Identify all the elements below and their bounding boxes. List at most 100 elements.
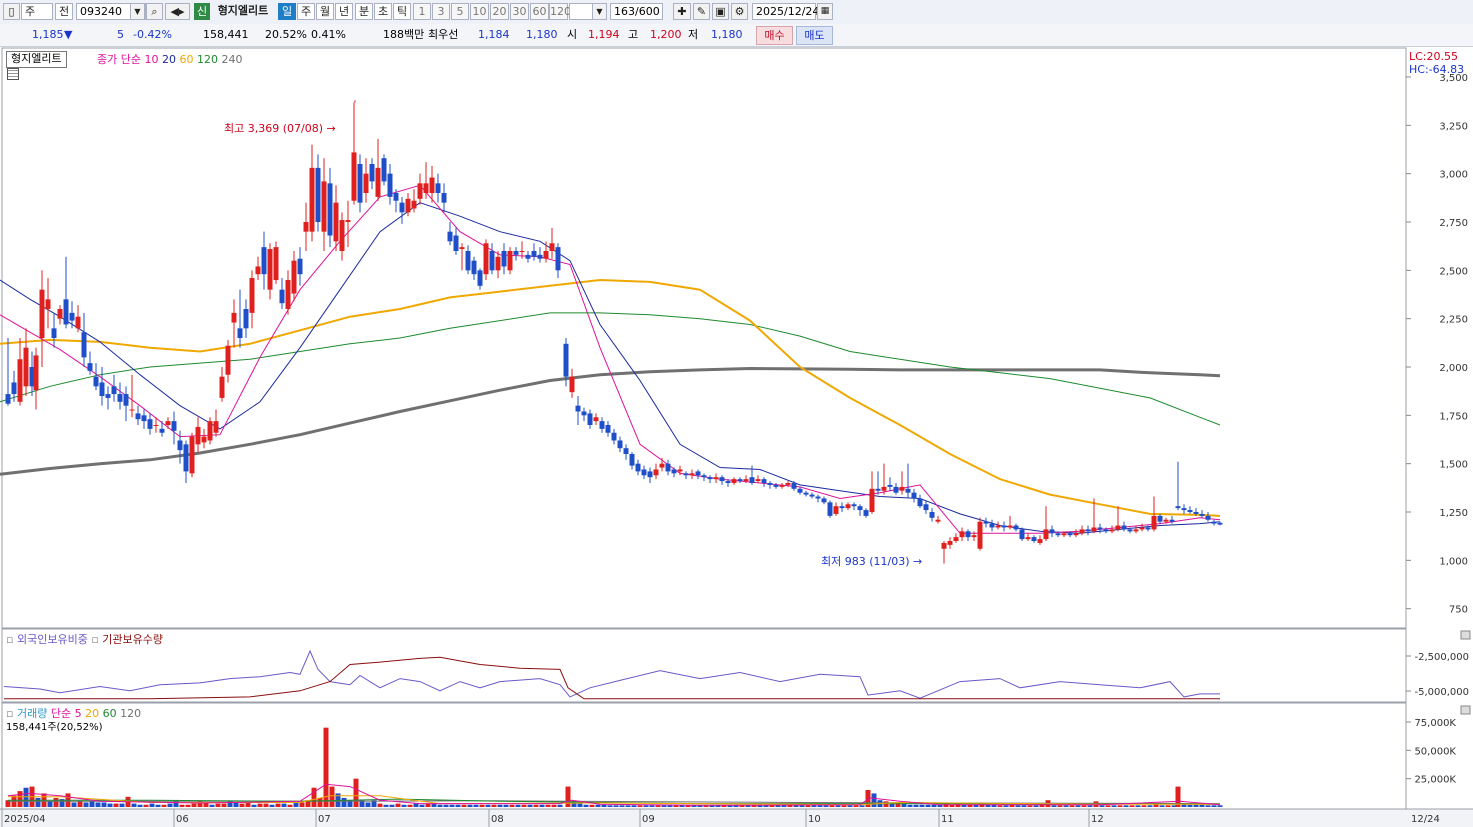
dropdown-icon[interactable]: ▼ xyxy=(130,3,145,20)
stock-name-badge[interactable]: 형지엘리트 xyxy=(6,51,67,68)
candle-up xyxy=(459,247,465,250)
candle-down xyxy=(159,428,165,433)
tab-month[interactable]: 월 xyxy=(316,3,334,20)
grid-toggle-icon[interactable] xyxy=(7,68,19,80)
volume-bar xyxy=(565,786,571,807)
volume-bar xyxy=(1175,786,1181,807)
candle-up xyxy=(495,256,501,271)
candlesticks xyxy=(5,100,1223,564)
interval-20[interactable]: 20 xyxy=(490,3,509,20)
volume-tick-label: 50,000K xyxy=(1414,746,1456,757)
volume-ma5-line xyxy=(7,783,1221,806)
volume-bar xyxy=(383,804,389,807)
candle-down xyxy=(851,504,857,507)
volume-bar xyxy=(817,805,823,807)
interval-1[interactable]: 1 xyxy=(413,3,431,20)
date-tick-label: 11 xyxy=(941,814,954,825)
candle-down xyxy=(471,260,477,275)
volume-panel-collapse-icon[interactable] xyxy=(1460,705,1471,715)
volume-bar xyxy=(607,805,613,807)
speaker-icon[interactable]: ◀▸ xyxy=(165,3,190,20)
code-input[interactable]: 093240 xyxy=(76,3,146,20)
volume-ma-20: 20 xyxy=(85,707,100,720)
volume-bar xyxy=(413,803,419,807)
volume-bar xyxy=(143,804,149,807)
volume-bar xyxy=(583,804,589,807)
add-indicator-icon[interactable]: ✚ xyxy=(673,3,691,20)
candle-up xyxy=(543,251,549,259)
save-icon[interactable]: ▣ xyxy=(712,3,729,20)
candle-down xyxy=(911,492,917,499)
volume-bar xyxy=(305,800,311,807)
candle-down xyxy=(665,463,671,472)
tab-day[interactable]: 일 xyxy=(278,3,296,20)
volume-bar xyxy=(1051,805,1057,807)
candle-up xyxy=(833,506,839,514)
count-input[interactable]: 163/600 xyxy=(610,3,663,20)
buy-button[interactable]: 매수 xyxy=(756,26,793,45)
interval-3[interactable]: 3 xyxy=(432,3,450,20)
candle-down xyxy=(965,531,971,538)
volume-bar xyxy=(293,802,299,807)
date-input[interactable]: 2025/12/24 xyxy=(752,3,819,20)
layout-icon[interactable]: ▯ xyxy=(3,3,20,20)
candle-up xyxy=(1025,537,1031,540)
volume-bar xyxy=(901,803,907,807)
volume-bar xyxy=(497,804,503,807)
settings-icon[interactable]: ⚙ xyxy=(731,3,748,20)
volume-bar xyxy=(89,801,95,807)
volume-bar xyxy=(299,802,305,807)
date-tick-label: 2025/04 xyxy=(4,814,46,825)
volume-bar xyxy=(1123,805,1129,807)
candle-down xyxy=(863,510,869,516)
volume-bar xyxy=(781,805,787,807)
tab-tick[interactable]: 틱 xyxy=(393,3,411,20)
volume-bar xyxy=(775,805,781,807)
candle-up xyxy=(593,417,599,422)
price-axis: 3,500 3,250 3,000 2,750 2,500 2,250 2,000 1,750… xyxy=(1406,73,1468,616)
candle-down xyxy=(1067,533,1073,536)
candle-up xyxy=(351,152,357,201)
interval-120[interactable]: 120 xyxy=(549,3,571,20)
candle-up xyxy=(231,312,237,323)
volume-bar xyxy=(251,804,257,807)
investor-panel-collapse-icon[interactable] xyxy=(1460,630,1471,640)
draw-tool-icon[interactable]: ✎ xyxy=(693,3,710,20)
candle-down xyxy=(1187,510,1193,512)
candle-down xyxy=(989,523,995,528)
interval-60[interactable]: 60 xyxy=(530,3,549,20)
interval-5[interactable]: 5 xyxy=(451,3,469,20)
interval-30[interactable]: 30 xyxy=(510,3,529,20)
interval-10[interactable]: 10 xyxy=(470,3,489,20)
candle-up xyxy=(153,425,159,426)
volume-bar xyxy=(949,804,955,807)
volume-bar xyxy=(973,804,979,807)
tab-week[interactable]: 주 xyxy=(297,3,315,20)
sell-button[interactable]: 매도 xyxy=(796,26,833,45)
candle-down xyxy=(537,254,543,259)
market-type-select[interactable]: 주 xyxy=(21,3,53,20)
volume-bar xyxy=(155,804,161,807)
candle-down xyxy=(1127,529,1133,532)
tab-year[interactable]: 년 xyxy=(335,3,353,20)
candle-up xyxy=(267,249,273,290)
tab-minute[interactable]: 분 xyxy=(355,3,373,20)
period-mode-button[interactable]: 전 xyxy=(55,3,73,20)
volume-bar xyxy=(167,803,173,807)
candle-up xyxy=(339,220,345,251)
volume-bar xyxy=(431,803,437,807)
tab-second[interactable]: 초 xyxy=(374,3,392,20)
volume-bar xyxy=(557,804,563,807)
stock-chart[interactable]: 3,500 3,250 3,000 2,750 2,500 2,250 2,000 1,750… xyxy=(0,47,1473,827)
price-tick-label: 2,750 xyxy=(1439,218,1468,229)
volume-bar xyxy=(269,804,275,807)
search-icon[interactable]: ⌕ xyxy=(146,3,163,20)
calendar-icon[interactable]: ▦ xyxy=(817,3,833,20)
volume-bar xyxy=(799,805,805,807)
volume-bar xyxy=(479,804,485,807)
volume-bar xyxy=(937,804,943,807)
candle-up xyxy=(507,251,513,271)
candle-down xyxy=(501,251,507,267)
custom-dropdown-icon[interactable]: ▼ xyxy=(592,3,607,20)
volume-bar xyxy=(329,786,335,807)
